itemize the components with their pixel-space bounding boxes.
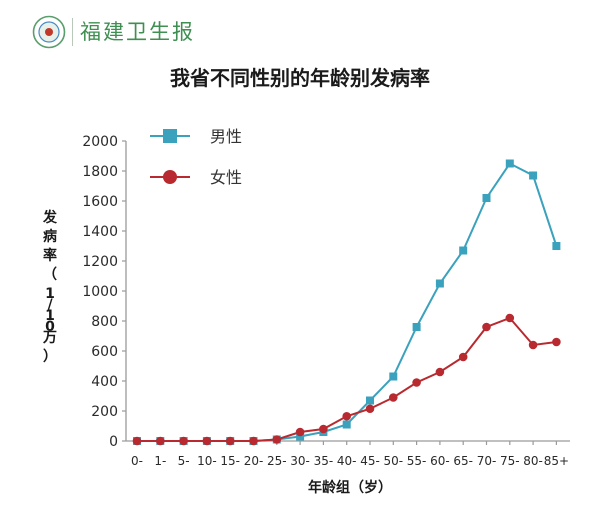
point-female	[342, 411, 352, 421]
x-tick-label: 40-	[337, 454, 357, 468]
point-female	[505, 313, 515, 323]
x-tick-label: 75-	[500, 454, 520, 468]
x-tick-label: 35-	[314, 454, 334, 468]
legend-label: 女性	[210, 168, 242, 187]
y-axis-label: 发病率（1/10万）	[42, 209, 58, 365]
point-female	[295, 427, 305, 437]
x-tick-label: 0-	[131, 454, 143, 468]
y-axis-label-char: 1	[45, 308, 55, 324]
point-female	[132, 436, 142, 446]
y-tick-label: 400	[91, 374, 118, 390]
y-axis-label-char: ）	[43, 349, 57, 365]
x-tick-label: 25-	[267, 454, 287, 468]
x-axis-label: 年龄组（岁）	[308, 479, 392, 496]
chart-title: 我省不同性别的年龄别发病率	[170, 66, 430, 90]
point-male	[482, 194, 491, 202]
x-tick-label: 55-	[407, 454, 427, 468]
legend-marker-square	[163, 129, 177, 143]
point-male	[459, 246, 468, 255]
y-axis-label-char: 发	[42, 209, 58, 226]
y-axis-label-char: 0	[45, 319, 55, 335]
y-tick-label: 1600	[82, 194, 118, 210]
logo-icon	[32, 15, 66, 49]
plot-area	[132, 159, 561, 446]
y-tick-label: 800	[91, 314, 118, 330]
y-tick-label: 1000	[82, 284, 118, 300]
point-female	[319, 424, 328, 434]
point-female	[412, 378, 421, 387]
y-axis-label-char: 万	[42, 330, 57, 346]
x-tick-label: 15-	[220, 454, 240, 468]
x-tick-label: 30-	[290, 454, 310, 468]
point-male	[366, 396, 374, 405]
point-male	[389, 372, 398, 381]
x-tick-label: 85+	[544, 454, 569, 468]
point-female	[389, 393, 398, 402]
point-female	[179, 436, 188, 446]
point-male	[296, 432, 305, 441]
point-female	[365, 404, 375, 414]
point-female	[272, 435, 282, 444]
point-male	[529, 171, 538, 180]
y-axis-label-char: 1	[45, 286, 55, 302]
point-male	[552, 242, 561, 250]
y-tick-label: 1800	[82, 164, 118, 180]
point-female	[225, 436, 235, 446]
x-tick-label: 1-	[154, 454, 166, 468]
legend-label: 男性	[210, 127, 242, 146]
series-line-male	[137, 162, 558, 442]
point-female	[156, 436, 165, 446]
point-male	[435, 279, 444, 288]
y-axis-label-char: （	[43, 267, 57, 283]
point-female	[202, 436, 212, 446]
logo-divider	[72, 18, 73, 46]
x-tick-label: 70-	[477, 454, 497, 468]
legend-marker-circle	[163, 170, 177, 184]
point-male	[505, 159, 514, 168]
brand-name: 福建卫生报	[80, 20, 195, 44]
point-female	[528, 340, 538, 350]
x-tick-label: 60-	[430, 454, 450, 468]
x-tick-label: 65-	[453, 454, 473, 468]
point-male	[412, 323, 421, 331]
point-male	[342, 420, 351, 429]
x-tick-label: 10-	[197, 454, 217, 468]
y-axis-label-char: 率	[43, 247, 57, 264]
point-female	[435, 367, 445, 377]
point-female	[552, 337, 561, 347]
x-tick-label: 20-	[244, 454, 264, 468]
y-tick-label: 2000	[82, 134, 118, 150]
x-tick-label: 50-	[383, 454, 403, 468]
y-tick-label: 0	[109, 434, 118, 450]
point-female	[249, 436, 258, 446]
y-axis-label-char: /	[47, 297, 53, 313]
y-tick-label: 600	[91, 344, 118, 360]
point-female	[482, 322, 491, 332]
y-tick-label: 1200	[82, 254, 118, 270]
x-tick-label: 5-	[178, 454, 190, 468]
x-tick-label: 80-	[523, 454, 543, 468]
y-tick-label: 200	[91, 404, 118, 420]
point-female	[458, 352, 468, 362]
y-axis-label-char: 病	[43, 228, 57, 245]
y-tick-label: 1400	[82, 224, 118, 240]
x-tick-label: 45-	[360, 454, 380, 468]
